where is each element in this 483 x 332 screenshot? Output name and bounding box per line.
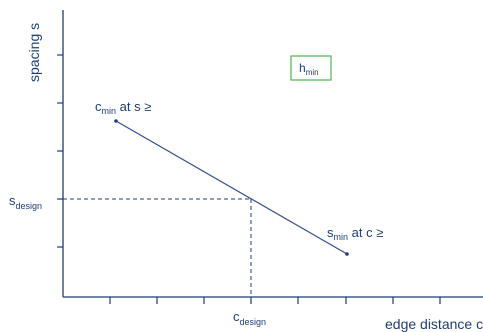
cmin-point: [114, 119, 118, 123]
c-design-main: c: [233, 309, 240, 324]
hmin-label: hmin: [299, 61, 319, 77]
s-design-sub: design: [16, 201, 43, 211]
smin-main: s: [327, 225, 334, 240]
hmin-sub: min: [306, 68, 319, 77]
smin-point: [345, 252, 349, 256]
s-design-main: s: [9, 193, 16, 208]
cmin-tail: at s ≥: [116, 99, 151, 114]
smin-sub: min: [334, 232, 349, 242]
s-design-label: sdesign: [9, 193, 42, 211]
hmin-box: [290, 55, 332, 81]
y-axis-title: spacing s: [26, 23, 42, 82]
c-design-label: cdesign: [233, 309, 266, 327]
smin-label: smin at c ≥: [327, 225, 383, 242]
interaction-line: [115, 120, 348, 255]
x-axis-title: edge distance c: [385, 316, 483, 332]
c-design-sub: design: [240, 317, 267, 327]
x-ticks: [109, 297, 441, 304]
smin-tail: at c ≥: [348, 225, 383, 240]
cmin-label: cmin at s ≥: [95, 99, 151, 116]
cmin-main: c: [95, 99, 102, 114]
hmin-main: h: [299, 61, 306, 75]
cmin-sub: min: [102, 106, 117, 116]
y-ticks: [57, 54, 63, 248]
